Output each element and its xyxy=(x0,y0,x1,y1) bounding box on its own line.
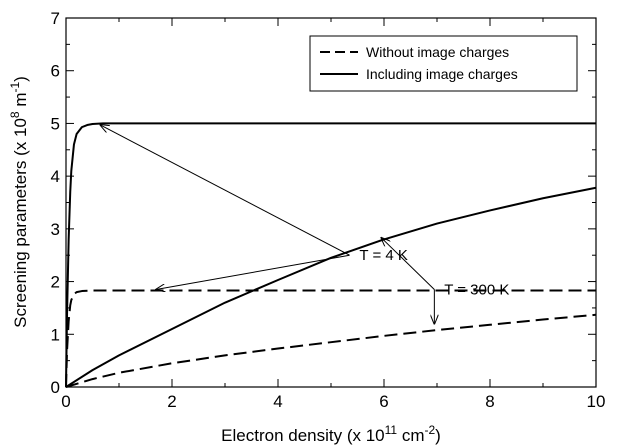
series-layer xyxy=(65,122,597,388)
series-line-without-4k xyxy=(65,289,596,388)
y-axis-label: Screening parameters (x 108 m-1) xyxy=(8,76,30,328)
annotation-arrow xyxy=(100,125,350,256)
x-tick-label: 2 xyxy=(167,392,176,411)
legend-box xyxy=(309,35,578,92)
y-tick-label: 2 xyxy=(51,273,60,292)
y-ticks: 0 1 2 3 4 5 6 7 xyxy=(51,9,596,397)
y-tick-label: 5 xyxy=(51,114,60,133)
series-line-without-300k xyxy=(65,313,597,388)
series-line-including-300k xyxy=(65,186,597,388)
annotation-label: T = 300 K xyxy=(444,281,509,298)
y-tick-label: 4 xyxy=(51,167,60,186)
annotation-arrow xyxy=(156,254,350,289)
x-tick-label: 0 xyxy=(61,392,70,411)
y-tick-label: 3 xyxy=(51,220,60,239)
x-tick-label: 4 xyxy=(273,392,282,411)
y-tick-label: 1 xyxy=(51,325,60,344)
y-tick-label: 0 xyxy=(51,378,60,397)
y-tick-label: 6 xyxy=(51,62,60,81)
legend-label-including: Including image charges xyxy=(366,66,518,82)
x-tick-label: 6 xyxy=(379,392,388,411)
annotation-layer: T = 4 K T = 300 K xyxy=(100,125,509,324)
annotation-label: T = 4 K xyxy=(359,247,408,264)
annotation-arrow xyxy=(381,238,435,290)
legend: Without image charges Including image ch… xyxy=(309,35,578,92)
y-tick-label: 7 xyxy=(51,9,60,28)
x-tick-label: 10 xyxy=(587,392,606,411)
series-line-including-4k xyxy=(65,122,596,388)
x-ticks: 0 2 4 6 8 10 xyxy=(61,18,605,411)
x-tick-label: 8 xyxy=(485,392,494,411)
legend-label-without: Without image charges xyxy=(366,44,509,60)
x-axis-label: Electron density (x 1011 cm-2) xyxy=(221,423,441,445)
